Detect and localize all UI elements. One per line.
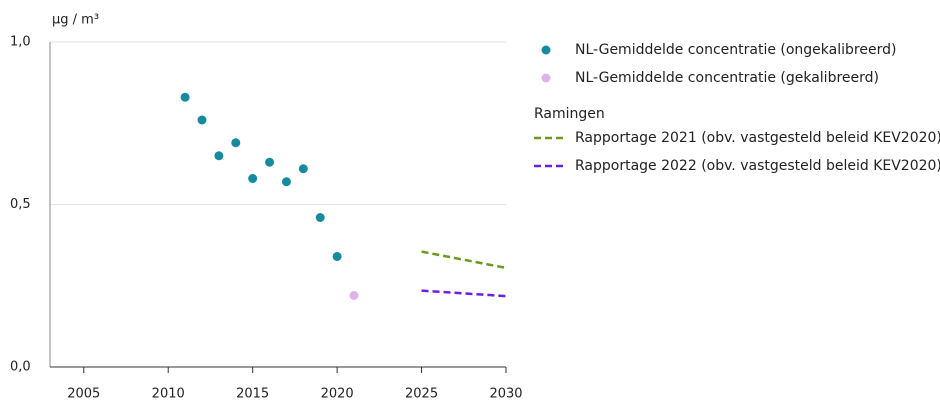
data-point (349, 291, 359, 300)
legend-marker (541, 73, 551, 83)
data-point (281, 177, 291, 187)
legend-group-title: Ramingen (534, 106, 605, 122)
data-point (248, 174, 258, 183)
x-tick-label: 2030 (489, 387, 522, 402)
legend-label: Rapportage 2022 (obv. vastgesteld beleid… (575, 158, 940, 174)
y-tick-label: 0,0 (10, 360, 31, 375)
projection-line (421, 250, 507, 270)
x-tick-label: 2010 (152, 387, 185, 402)
projection-line (421, 289, 507, 298)
y-axis-label: µg / m³ (52, 13, 99, 28)
legend-label: NL-Gemiddelde concentratie (gekalibreerd… (575, 70, 879, 86)
data-point (214, 151, 224, 161)
x-tick-label: 2025 (405, 387, 438, 402)
y-tick-label: 0,5 (10, 197, 31, 212)
y-tick-label: 1,0 (10, 35, 31, 50)
data-point (231, 138, 241, 148)
x-tick-label: 2015 (236, 387, 269, 402)
x-tick-label: 2020 (321, 387, 354, 402)
data-point (265, 157, 275, 167)
legend-marker (541, 45, 551, 55)
legend-label: NL-Gemiddelde concentratie (ongekalibree… (575, 42, 896, 58)
x-tick-label: 2005 (67, 387, 100, 402)
data-point (197, 115, 207, 125)
data-point (315, 213, 325, 222)
data-point (298, 164, 308, 174)
data-point (332, 252, 342, 261)
data-point (180, 92, 190, 102)
legend-label: Rapportage 2021 (obv. vastgesteld beleid… (575, 130, 940, 146)
